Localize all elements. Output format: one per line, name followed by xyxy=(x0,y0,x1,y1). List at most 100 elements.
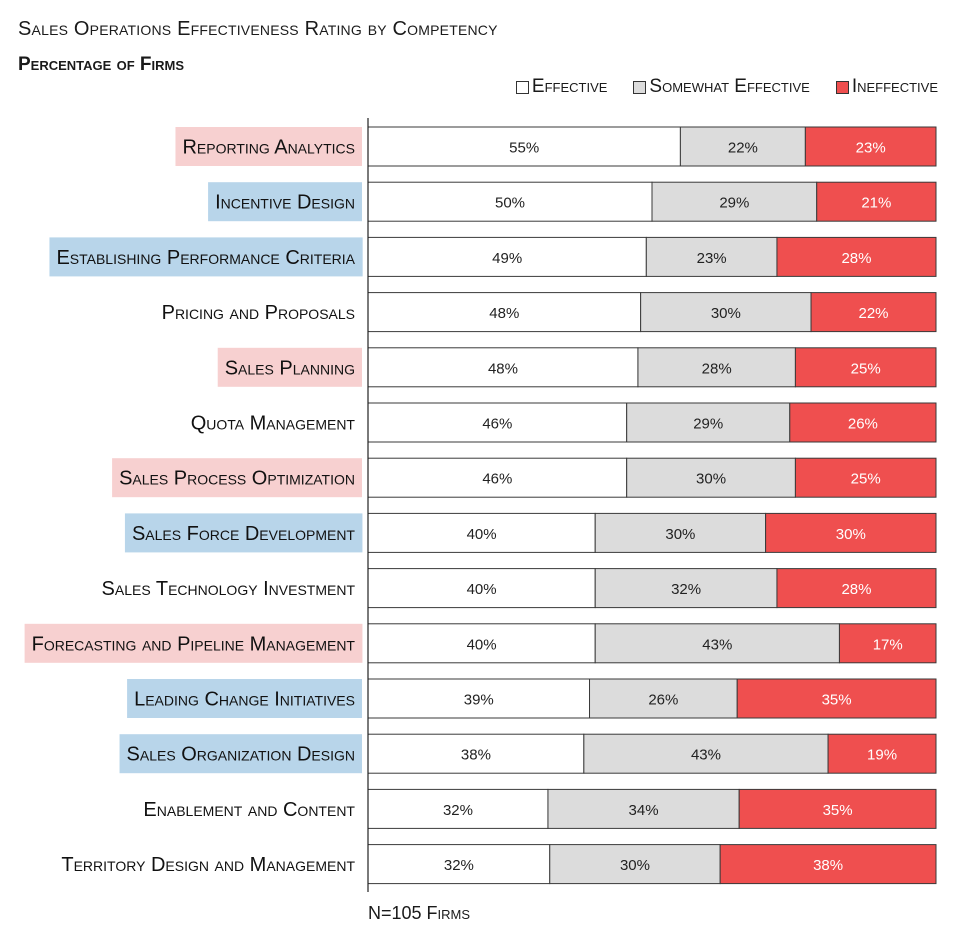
bar-segment-ineffective-territory-design-and-management xyxy=(719,844,937,885)
data-label-effective-leading-change-initiatives: 39% xyxy=(464,692,494,709)
bar-segment-ineffective-sales-planning xyxy=(794,347,937,388)
category-label-incentive-design: Incentive Design xyxy=(215,192,355,214)
bar-segment-somewhat-effective-sales-process-optimization xyxy=(626,457,796,498)
bar-segment-effective-sales-force-development xyxy=(367,512,596,553)
data-label-ineffective-enablement-and-content: 35% xyxy=(823,802,853,819)
data-label-effective-territory-design-and-management: 32% xyxy=(444,857,474,874)
category-highlight-reporting-analytics xyxy=(175,127,362,166)
category-highlight-forecasting-and-pipeline-management xyxy=(24,623,363,663)
data-label-effective-quota-management: 46% xyxy=(482,416,512,433)
legend-swatch-somewhat-effective xyxy=(633,80,647,94)
data-label-somewhat-effective-reporting-analytics: 22% xyxy=(728,140,758,157)
data-label-somewhat-effective-sales-planning: 28% xyxy=(702,360,732,377)
data-label-effective-incentive-design: 50% xyxy=(495,195,525,212)
data-label-ineffective-incentive-design: 21% xyxy=(861,195,891,212)
bar-segment-somewhat-effective-territory-design-and-management xyxy=(549,844,721,885)
legend: Effective Somewhat Effective Ineffective xyxy=(515,76,938,98)
bar-segment-effective-sales-planning xyxy=(367,347,639,388)
bar-segment-effective-quota-management xyxy=(367,402,628,443)
data-label-effective-enablement-and-content: 32% xyxy=(443,802,473,819)
category-label-establishing-performance-criteria: Establishing Performance Criteria xyxy=(56,247,355,269)
data-label-ineffective-pricing-and-proposals: 22% xyxy=(859,305,889,322)
category-highlight-sales-organization-design xyxy=(119,734,362,774)
bar-segment-ineffective-establishing-performance-criteria xyxy=(776,236,937,277)
bar-segment-ineffective-enablement-and-content xyxy=(738,788,937,829)
bar-segment-ineffective-sales-organization-design xyxy=(827,733,937,774)
data-label-ineffective-forecasting-and-pipeline-management: 17% xyxy=(873,636,903,653)
sample-size-note: N=105 Firms xyxy=(368,903,471,923)
bar-segment-ineffective-quota-management xyxy=(789,402,937,443)
category-label-sales-force-development: Sales Force Development xyxy=(132,523,355,545)
legend-label-ineffective: Ineffective xyxy=(851,76,938,97)
bar-segment-ineffective-reporting-analytics xyxy=(804,126,937,167)
data-label-ineffective-sales-organization-design: 19% xyxy=(867,747,897,764)
data-label-effective-sales-technology-investment: 40% xyxy=(467,581,497,598)
data-label-somewhat-effective-leading-change-initiatives: 26% xyxy=(648,692,678,709)
category-highlight-sales-planning xyxy=(217,347,362,387)
category-highlight-leading-change-initiatives xyxy=(127,679,362,718)
bar-segment-effective-incentive-design xyxy=(367,181,653,222)
category-label-enablement-and-content: Enablement and Content xyxy=(143,799,355,821)
data-label-somewhat-effective-sales-process-optimization: 30% xyxy=(696,471,726,488)
category-label-pricing-and-proposals: Pricing and Proposals xyxy=(162,302,355,324)
data-label-ineffective-sales-technology-investment: 28% xyxy=(841,581,871,598)
data-label-ineffective-leading-change-initiatives: 35% xyxy=(822,692,852,709)
data-label-somewhat-effective-territory-design-and-management: 30% xyxy=(620,857,650,874)
data-label-effective-forecasting-and-pipeline-management: 40% xyxy=(467,636,497,653)
data-label-ineffective-establishing-performance-criteria: 28% xyxy=(841,250,871,267)
data-label-somewhat-effective-incentive-design: 29% xyxy=(719,195,749,212)
bar-segment-effective-pricing-and-proposals xyxy=(367,292,642,333)
bar-segment-effective-establishing-performance-criteria xyxy=(367,236,647,277)
legend-label-effective: Effective xyxy=(531,76,608,97)
category-label-reporting-analytics: Reporting Analytics xyxy=(182,137,355,159)
category-label-quota-management: Quota Management xyxy=(191,413,356,435)
data-label-effective-sales-planning: 48% xyxy=(488,360,518,377)
bar-segment-ineffective-pricing-and-proposals xyxy=(810,292,937,333)
data-label-somewhat-effective-pricing-and-proposals: 30% xyxy=(711,305,741,322)
data-label-effective-reporting-analytics: 55% xyxy=(509,140,539,157)
bar-segment-somewhat-effective-leading-change-initiatives xyxy=(589,678,738,719)
category-label-sales-organization-design: Sales Organization Design xyxy=(127,744,355,766)
category-label-sales-process-optimization: Sales Process Optimization xyxy=(119,468,355,490)
legend-label-somewhat-effective: Somewhat Effective xyxy=(649,76,810,97)
data-label-somewhat-effective-sales-technology-investment: 32% xyxy=(671,581,701,598)
chart-subtitle: Percentage of Firms xyxy=(18,54,185,75)
data-label-ineffective-reporting-analytics: 23% xyxy=(856,140,886,157)
category-highlight-sales-process-optimization xyxy=(112,458,362,498)
data-label-ineffective-quota-management: 26% xyxy=(848,416,878,433)
legend-item-ineffective: Ineffective xyxy=(835,76,938,98)
legend-swatch-ineffective xyxy=(835,80,849,94)
data-label-somewhat-effective-forecasting-and-pipeline-management: 43% xyxy=(702,636,732,653)
bar-segment-somewhat-effective-reporting-analytics xyxy=(679,126,806,167)
category-label-territory-design-and-management: Territory Design and Management xyxy=(61,854,355,876)
category-label-sales-planning: Sales Planning xyxy=(225,357,355,379)
bar-segment-ineffective-forecasting-and-pipeline-management xyxy=(838,623,937,664)
bar-segment-somewhat-effective-sales-planning xyxy=(637,347,796,388)
bar-segment-effective-leading-change-initiatives xyxy=(367,678,591,719)
bar-segment-ineffective-sales-force-development xyxy=(765,512,937,553)
data-label-somewhat-effective-sales-force-development: 30% xyxy=(665,526,695,543)
bar-segment-effective-reporting-analytics xyxy=(367,126,681,167)
bar-segment-somewhat-effective-incentive-design xyxy=(651,181,818,222)
bar-segment-effective-sales-technology-investment xyxy=(367,568,596,609)
bar-segment-somewhat-effective-pricing-and-proposals xyxy=(640,292,812,333)
data-label-effective-sales-process-optimization: 46% xyxy=(482,471,512,488)
category-label-sales-technology-investment: Sales Technology Investment xyxy=(102,578,356,600)
bar-segment-ineffective-leading-change-initiatives xyxy=(736,678,937,719)
legend-item-effective: Effective xyxy=(515,76,608,98)
data-label-ineffective-sales-planning: 25% xyxy=(851,360,881,377)
data-label-ineffective-sales-process-optimization: 25% xyxy=(851,471,881,488)
data-label-effective-sales-organization-design: 38% xyxy=(461,747,491,764)
data-label-ineffective-sales-force-development: 30% xyxy=(836,526,866,543)
bar-segment-somewhat-effective-quota-management xyxy=(626,402,791,443)
bar-segment-ineffective-incentive-design xyxy=(816,181,937,222)
bar-segment-effective-enablement-and-content xyxy=(367,788,549,829)
category-highlight-sales-force-development xyxy=(124,513,363,553)
legend-swatch-effective xyxy=(515,80,529,94)
bar-segment-ineffective-sales-process-optimization xyxy=(794,457,937,498)
category-highlight-establishing-performance-criteria xyxy=(49,237,363,277)
bar-segment-somewhat-effective-enablement-and-content xyxy=(547,788,740,829)
bar-segment-somewhat-effective-sales-force-development xyxy=(594,512,767,553)
bar-segment-ineffective-sales-technology-investment xyxy=(776,568,937,609)
